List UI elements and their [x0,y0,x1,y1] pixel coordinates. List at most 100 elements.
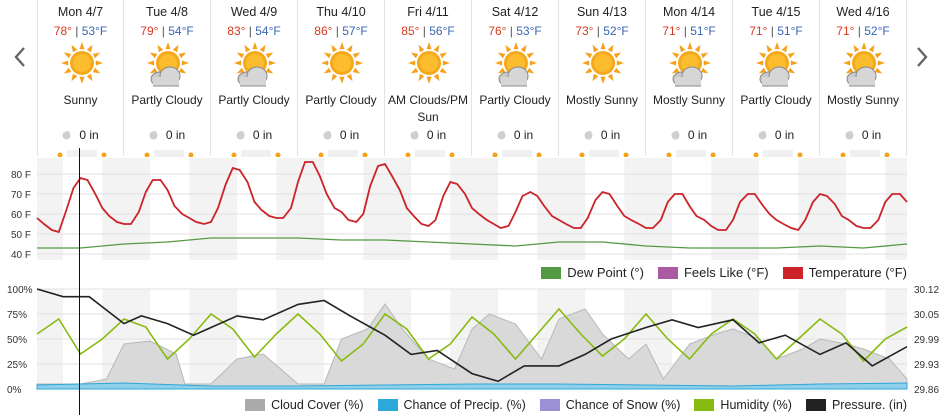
condition-text: Mostly Sunny [565,93,639,107]
legend-item-precip[interactable]: Chance of Precip. (%) [377,398,526,412]
condition-text: Partly Cloudy [131,93,203,107]
forecast-day[interactable]: Tue 4/8 79° | 54°F Partly Cloudy 0 in [124,0,211,156]
partly-cloudy-icon [752,41,802,89]
night-band [559,158,586,260]
partly-cloudy-icon [230,41,280,89]
day-label: Tue 4/8 [146,5,188,19]
forecast-day[interactable]: Wed 4/16 71° | 52°F Mostly Sunny 0 in [820,0,907,156]
legend-label: Humidity (%) [720,398,792,412]
legend-item-cloud_cover[interactable]: Cloud Cover (%) [245,398,364,412]
legend-label: Cloud Cover (%) [271,398,364,412]
conditions-chart[interactable]: 100% 30.12 75% 30.05 50% 29.99 25% 29.93 0% 29.86 [0,282,942,397]
raindrop-icon [584,131,593,140]
chevron-left-icon [14,47,25,67]
low-temp: 51°F [690,24,716,38]
next-days-button[interactable] [911,42,933,72]
night-band [537,158,559,260]
precip-amount: 0 in [298,128,384,142]
day-label: Mon 4/7 [57,5,104,19]
legend-item-feels_like[interactable]: Feels Like (°F) [657,265,769,280]
night-band [472,158,499,260]
temperature-legend: Dew Point (°) Feels Like (°F) Temperature … [527,265,907,280]
daylight-segment [241,150,271,157]
daylight-bar [57,150,890,157]
partly-cloudy-icon [491,41,541,89]
temperature-chart[interactable]: 80 F 70 F 60 F 50 F 40 F [0,156,942,266]
high-low-temps: 71° | 52°F [836,24,890,38]
daylight-segment [67,150,97,157]
legend-item-humidity[interactable]: Humidity (%) [694,398,792,412]
forecast-day[interactable]: Sun 4/13 73° | 52°F Mostly Sunny 0 in [559,0,646,156]
precip-value: 0 in [339,128,360,142]
precip-value: 0 in [513,128,534,142]
y-tick-label-right: 29.93 [914,360,939,371]
y-tick-label-right: 29.99 [914,335,939,346]
legend-item-dew_point[interactable]: Dew Point (°) [541,265,644,280]
legend-item-snow[interactable]: Chance of Snow (%) [539,398,680,412]
low-temp: 51°F [777,24,803,38]
y-tick-label: 80 F [11,170,31,181]
precip-amount: 0 in [211,128,297,142]
precip-value: 0 in [165,128,186,142]
precip-amount: 0 in [820,128,906,142]
high-low-temps: 78° | 53°F [53,24,108,38]
raindrop-icon [410,131,419,140]
legend-label: Feels Like (°F) [683,265,769,280]
sunrise-icon [231,152,237,157]
day-label: Sat 4/12 [491,5,539,19]
sunset-icon [449,152,455,157]
low-temp: 52°F [603,24,629,38]
high-temp: 71° [836,24,855,38]
sunrise-icon [579,152,585,157]
forecast-day[interactable]: Sat 4/12 76° | 53°F Partly Cloudy 0 in [472,0,559,156]
high-low-temps: 71° | 51°F [749,24,803,38]
sunny-icon [404,41,454,89]
forecast-day[interactable]: Fri 4/11 85° | 56°F AM Clouds/PM Sun 0 in [385,0,472,156]
chevron-right-icon [917,47,928,67]
low-temp: 56°F [429,24,455,38]
legend-item-temperature[interactable]: Temperature (°F) [782,265,907,280]
daylight-segment [850,150,880,157]
sunset-icon [536,152,542,157]
condition-text: Mostly Sunny [652,93,726,107]
low-temp: 57°F [342,24,368,38]
legend-label: Temperature (°F) [808,265,907,280]
precip-amount: 0 in [472,128,558,142]
partly-cloudy-icon [143,41,193,89]
sunny-icon [57,41,107,89]
sunset-icon [710,152,716,157]
current-time-marker [79,148,80,415]
forecast-day[interactable]: Mon 4/14 71° | 51°F Mostly Sunny 0 in [646,0,733,156]
condition-text: Mostly Sunny [826,93,900,107]
partly-cloudy-icon [839,41,889,89]
sunset-icon [623,152,629,157]
night-band [124,158,151,260]
y-tick-label-left: 25% [7,360,27,371]
previous-days-button[interactable] [9,42,31,72]
high-temp: 85° [401,24,420,38]
night-band [820,158,847,260]
dew_point-line [37,237,908,249]
sunset-icon [275,152,281,157]
night-band [646,158,673,260]
legend-item-pressure[interactable]: Pressure. (in) [805,398,907,412]
forecast-day[interactable]: Tue 4/15 71° | 51°F Partly Cloudy 0 in [733,0,820,156]
low-temp: 54°F [168,24,194,38]
night-band [711,158,733,260]
night-band [276,158,298,260]
daylight-segment [328,150,358,157]
high-temp: 79° [140,24,159,38]
raindrop-icon [671,131,680,140]
forecast-day[interactable]: Mon 4/7 78° | 53°F Sunny 0 in [37,0,124,156]
forecast-day[interactable]: Wed 4/9 83° | 54°F Partly Cloudy 0 in [211,0,298,156]
high-temp: 86° [314,24,333,38]
low-temp: 54°F [255,24,281,38]
legend-swatch [539,399,560,411]
condition-text: Sunny [63,93,98,107]
precip-amount: 0 in [646,128,732,142]
forecast-day[interactable]: Thu 4/10 86° | 57°F Partly Cloudy 0 in [298,0,385,156]
y-tick-label-right: 30.05 [914,310,939,321]
sunset-icon [188,152,194,157]
precip-value: 0 in [687,128,708,142]
night-band [211,158,238,260]
